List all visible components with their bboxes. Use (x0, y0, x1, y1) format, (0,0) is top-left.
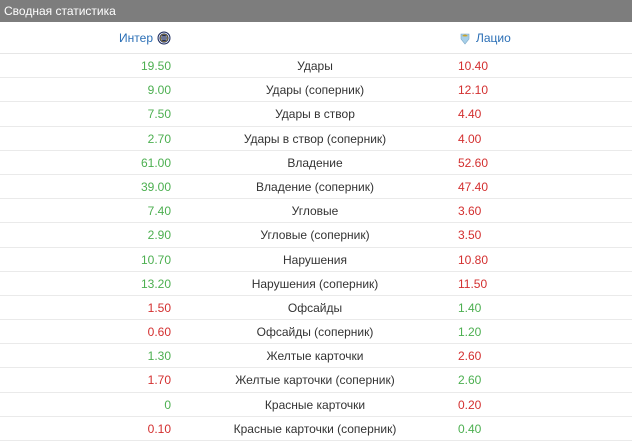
stat-label: Угловые (соперник) (260, 228, 370, 243)
away-team[interactable]: Лацио (458, 31, 511, 45)
home-value: 0 (164, 397, 171, 412)
stat-label: Офсайды (соперник) (256, 325, 374, 340)
stat-row: 1.70 Желтые карточки (соперник) 2.60 (0, 368, 632, 393)
away-value: 4.00 (458, 131, 482, 146)
stat-label: Удары (соперник) (265, 83, 365, 98)
stat-label: Владение (287, 155, 343, 170)
stat-row: 7.50 Удары в створ 4.40 (0, 102, 632, 127)
lazio-logo-icon (458, 31, 472, 45)
home-value: 13.20 (140, 276, 171, 291)
home-value: 1.30 (147, 349, 171, 364)
stat-row: 0.60 Офсайды (соперник) 1.20 (0, 320, 632, 345)
stat-row: 13.20 Нарушения (соперник) 11.50 (0, 271, 632, 296)
stat-label: Нарушения (282, 252, 347, 267)
home-value: 0.10 (147, 421, 171, 436)
home-value: 7.50 (147, 107, 171, 122)
stat-row: 39.00 Владение (соперник) 47.40 (0, 174, 632, 200)
away-value: 0.20 (458, 397, 482, 412)
away-value: 3.50 (458, 228, 482, 243)
away-value: 4.40 (458, 107, 482, 122)
stat-label: Желтые карточки (266, 349, 364, 364)
stat-label: Офсайды (287, 300, 343, 315)
home-team-name[interactable]: Интер (119, 31, 153, 45)
stat-label: Удары в створ (275, 107, 355, 122)
home-value: 9.00 (147, 83, 171, 98)
away-team-name[interactable]: Лацио (476, 31, 511, 45)
panel-title: Сводная статистика (0, 0, 632, 22)
away-value: 2.60 (458, 373, 482, 388)
stat-row: 9.00 Удары (соперник) 12.10 (0, 78, 632, 103)
stat-row: 0.10 Красные карточки (соперник) 0.40 (0, 416, 632, 441)
away-value: 2.60 (458, 349, 482, 364)
away-value: 10.80 (458, 252, 489, 267)
stat-label: Желтые карточки (соперник) (235, 373, 395, 388)
away-value: 10.40 (458, 59, 489, 73)
home-value: 2.70 (147, 131, 171, 146)
stat-label: Владение (соперник) (256, 179, 374, 194)
stat-row: 61.00 Владение 52.60 (0, 151, 632, 175)
stat-row: 0 Красные карточки 0.20 (0, 393, 632, 417)
stat-label: Удары (297, 59, 333, 73)
away-value: 52.60 (458, 155, 489, 170)
stat-label: Красные карточки (соперник) (233, 421, 397, 436)
away-value: 47.40 (458, 179, 489, 194)
away-value: 11.50 (458, 276, 488, 291)
home-value: 7.40 (147, 204, 171, 219)
stat-row: 1.50 Офсайды 1.40 (0, 296, 632, 321)
away-value: 3.60 (458, 204, 482, 219)
home-value: 1.70 (147, 373, 171, 388)
stat-row: 2.70 Удары в створ (соперник) 4.00 (0, 126, 632, 151)
stats-list: 19.50 Удары 10.40 9.00 Удары (соперник) 12.10… (0, 54, 632, 441)
stat-label: Красные карточки (264, 397, 366, 412)
away-value: 1.40 (458, 300, 482, 315)
home-value: 10.70 (140, 252, 171, 267)
home-value: 19.50 (140, 59, 171, 73)
stat-row: 7.40 Угловые 3.60 (0, 199, 632, 224)
home-value: 61.00 (140, 155, 171, 170)
stat-row: 1.30 Желтые карточки 2.60 (0, 344, 632, 369)
stat-row: 10.70 Нарушения 10.80 (0, 248, 632, 272)
teams-header: Интер Лацио (0, 22, 632, 54)
stat-label: Нарушения (соперник) (251, 276, 379, 291)
away-value: 0.40 (458, 421, 482, 436)
stat-label: Удары в створ (соперник) (243, 131, 387, 146)
away-value: 1.20 (458, 325, 482, 340)
home-value: 2.90 (147, 228, 171, 243)
stat-row: 19.50 Удары 10.40 (0, 54, 632, 79)
away-value: 12.10 (458, 83, 489, 98)
home-value: 0.60 (147, 325, 171, 340)
home-team[interactable]: Интер (119, 31, 171, 45)
stat-label: Угловые (291, 204, 339, 219)
home-value: 1.50 (147, 300, 171, 315)
stat-row: 2.90 Угловые (соперник) 3.50 (0, 223, 632, 248)
inter-logo-icon (157, 31, 171, 45)
home-value: 39.00 (140, 179, 171, 194)
